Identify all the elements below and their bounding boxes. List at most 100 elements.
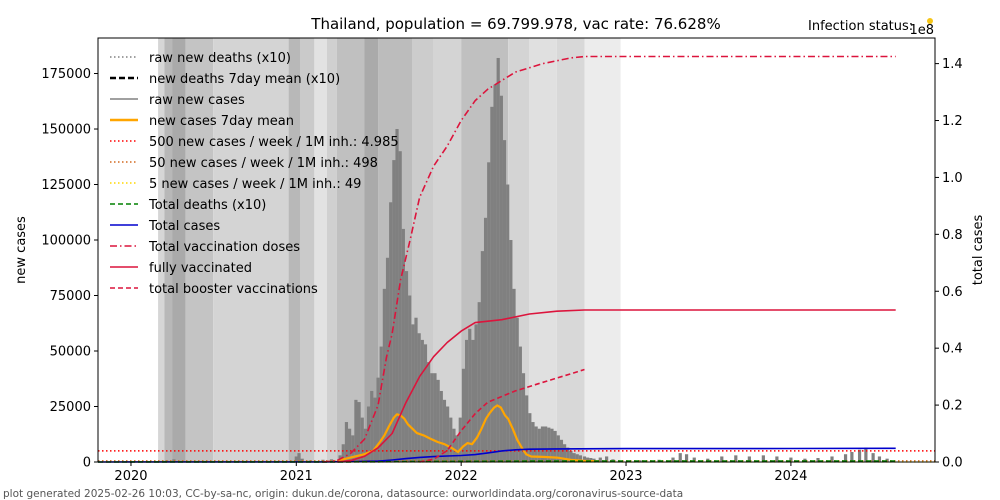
case-bar-17 [363,428,368,462]
y-left-tick-label-5: 125000 [41,178,91,193]
case-bar-4 [297,453,301,462]
case-bar-55 [483,217,488,462]
case-bar-1 [172,459,176,462]
y-right-tick-label-1: 0.2 [942,399,963,414]
case-bar-91 [605,456,609,462]
y-left-tick-label-2: 50000 [50,345,91,360]
case-bar-70 [531,422,535,462]
case-bar-52 [474,324,478,462]
status-band-0 [158,38,165,462]
case-bar-76 [550,428,554,462]
x-axis: 2020 2021 2022 2023 2024 [114,462,807,484]
legend: raw new deaths (x10) new deaths 7day mean… [110,51,399,297]
line-total-vaccination-doses [322,55,896,463]
y-right-tick-label-7: 1.4 [942,57,963,72]
case-bar-108 [830,456,834,462]
case-bar-82 [569,450,573,462]
legend-label-6: 5 new cases / week / 1M inh.: 49 [149,177,361,192]
y-right-tick-label-6: 1.2 [942,114,963,129]
case-bar-62 [506,184,510,462]
case-bar-15 [357,402,361,462]
y-right-tick-label-3: 0.6 [942,285,963,300]
case-bar-104 [775,456,779,462]
case-bar-85 [578,455,583,462]
case-bar-16 [360,417,364,462]
case-bar-100 [720,456,724,462]
x-tick-label-2: 2022 [445,469,478,484]
case-bar-31 [408,295,412,462]
y-right-tick-label-0: 0.0 [942,456,963,471]
raw-new-cases-bars [165,57,889,463]
y-right-tick-label-4: 0.8 [942,228,963,243]
case-bar-50 [468,328,472,462]
status-band-7 [314,38,328,462]
case-bar-41 [439,390,443,462]
case-bar-111 [857,449,862,462]
y-left-tick-label-3: 75000 [50,289,91,304]
y-left-tick-label-7: 175000 [41,67,91,82]
status-band-16 [529,38,557,462]
legend-label-11: total booster vaccinations [149,282,318,297]
case-bar-35 [420,339,424,462]
case-bar-65 [515,317,519,462]
case-bar-48 [461,368,466,462]
case-bar-86 [582,456,587,462]
case-bar-64 [512,288,516,462]
status-band-3 [185,38,214,462]
case-bar-79 [559,439,564,462]
status-band-8 [327,38,337,462]
case-bar-74 [544,426,548,462]
y-left-tick-label-4: 100000 [41,234,91,249]
case-bar-44 [449,417,453,462]
line-fully-vaccinated [336,309,896,463]
status-band-18 [584,38,621,462]
status-band-17 [556,38,585,462]
case-bar-102 [747,456,751,462]
case-bar-11 [344,422,349,462]
case-bar-96 [678,453,682,462]
case-bar-26 [392,160,396,462]
case-bar-8 [329,459,334,462]
case-bar-42 [442,399,447,462]
case-bar-22 [379,346,383,462]
case-bar-60 [499,95,503,462]
case-bar-28 [398,151,402,462]
case-bar-97 [684,454,689,462]
infection-status-label: Infection status: [808,19,913,34]
case-bar-45 [452,428,456,462]
case-bar-112 [864,447,868,462]
case-bar-10 [341,444,345,462]
case-bar-110 [850,452,854,462]
case-bar-53 [477,302,481,462]
plot-frame [97,37,936,463]
case-bar-3 [294,456,298,462]
case-bar-18 [366,406,371,462]
case-bar-63 [509,240,513,462]
legend-label-4: 500 new cases / week / 1M inh.: 4.985 [149,135,399,150]
x-tick-label-3: 2023 [609,469,642,484]
case-bar-81 [566,447,570,462]
case-bar-14 [354,399,358,462]
case-bar-84 [575,454,579,462]
x-tick-label-1: 2021 [280,469,313,484]
case-bar-43 [446,406,450,462]
status-band-4 [213,38,289,462]
legend-label-2: raw new cases [149,93,245,108]
y-left-tick-label-1: 25000 [50,400,91,415]
case-bar-29 [401,228,405,462]
case-bar-67 [521,373,526,462]
case-bar-114 [877,456,882,462]
case-bar-33 [414,317,418,462]
case-bar-57 [490,106,494,462]
case-bar-27 [395,129,399,463]
case-bar-39 [433,373,437,462]
x-tick-label-4: 2024 [774,469,807,484]
case-bar-69 [528,413,532,462]
status-band-2 [172,38,186,462]
line-new-cases-7day-mean [336,404,599,463]
case-bar-46 [455,435,459,462]
status-band-9 [336,38,365,462]
footer-credit: plot generated 2025-02-26 10:03, CC-by-s… [3,488,683,500]
case-bar-87 [586,457,590,462]
y-right-tick-label-5: 1.0 [942,171,963,186]
